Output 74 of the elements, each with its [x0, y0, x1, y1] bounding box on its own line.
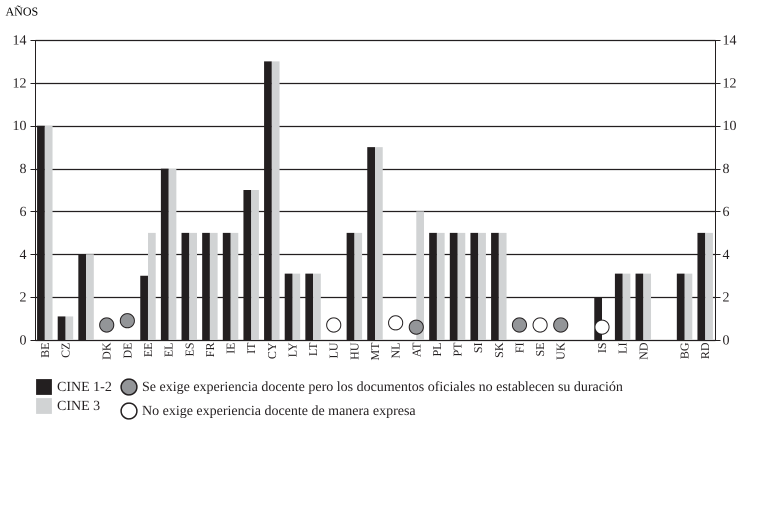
x-tick-label: IE [224, 342, 238, 354]
x-tick-label: EE [140, 342, 155, 358]
y2-tick-label: 6 [722, 204, 730, 220]
x-tick-label: LT [306, 342, 320, 356]
bar [292, 274, 300, 340]
x-tick-label: DK [100, 342, 114, 360]
x-tick-label: BG [678, 342, 692, 360]
bar [58, 316, 66, 340]
bar [313, 274, 321, 340]
x-tick-label: DE [120, 342, 134, 358]
bar [189, 232, 198, 340]
x-tick-label: EL [162, 342, 176, 358]
y2-tick-label: 8 [722, 162, 730, 178]
legend-label: Se exige experiencia docente pero los documentos oficiales no establecen su duración [142, 380, 623, 395]
bar [622, 274, 630, 340]
x-tick-label: ND [636, 342, 650, 360]
y-tick-label: 4 [20, 248, 26, 263]
x-tick-label: FR [202, 342, 217, 358]
bar [458, 232, 466, 340]
x-tick-label: FI [512, 342, 526, 354]
y2-tick-label: 2 [722, 290, 730, 306]
bar [230, 232, 238, 340]
x-tick-label: NL [388, 342, 403, 358]
y-tick-label: 0 [20, 334, 26, 348]
bar [643, 274, 652, 340]
bar [375, 147, 383, 340]
bar [86, 254, 94, 340]
y2-tick-label: 12 [722, 76, 736, 92]
bar [251, 190, 259, 340]
bar [210, 232, 218, 340]
y-axis-title: AÑOS [6, 4, 38, 18]
y-tick-label: 2 [20, 290, 26, 306]
bar [44, 126, 53, 340]
legend-label: No exige experiencia docente de manera expresa [142, 404, 416, 419]
x-tick-label: IS [595, 342, 610, 354]
y2-tick-label: 0 [722, 334, 730, 348]
x-tick-label: ES [182, 342, 196, 357]
x-tick-label: CZ [58, 342, 72, 358]
y2-tick-label: 4 [722, 248, 730, 263]
x-tick-label: UK [554, 342, 568, 360]
bar [168, 168, 176, 340]
bar [354, 232, 362, 340]
bar [272, 61, 280, 340]
x-tick-label: BE [38, 342, 52, 358]
bar [478, 232, 486, 340]
y-tick-label: 12 [12, 76, 26, 92]
y2-tick-label: 14 [722, 34, 736, 48]
legend-label: CINE 1-2 [57, 380, 112, 395]
x-tick-label: MT [368, 342, 382, 360]
x-tick-label: AT [409, 342, 424, 358]
y-tick-label: 10 [12, 119, 26, 134]
x-tick-label: LY [285, 342, 300, 358]
bar [148, 232, 156, 340]
bar [705, 232, 713, 340]
x-tick-label: PL [430, 342, 444, 357]
y-tick-label: 8 [20, 162, 26, 178]
legend-label: CINE 3 [57, 399, 100, 414]
x-tick-label: SI [471, 342, 486, 354]
bar [65, 316, 74, 340]
x-tick-label: RD [698, 342, 712, 360]
x-tick-label: SE [533, 342, 548, 357]
y2-tick-label: 10 [722, 119, 736, 134]
x-tick-label: HU [347, 342, 362, 360]
x-tick-label: LU [326, 342, 341, 358]
x-tick-label: SK [492, 342, 506, 358]
x-tick-label: PT [450, 342, 465, 357]
x-tick-label: CY [264, 342, 279, 360]
x-tick-label: IT [244, 342, 258, 354]
bar [436, 232, 445, 340]
bar [684, 274, 692, 340]
y-tick-label: 6 [20, 204, 26, 220]
y-tick-label: 14 [12, 34, 26, 48]
x-tick-label: LI [616, 342, 630, 354]
bar [498, 232, 507, 340]
